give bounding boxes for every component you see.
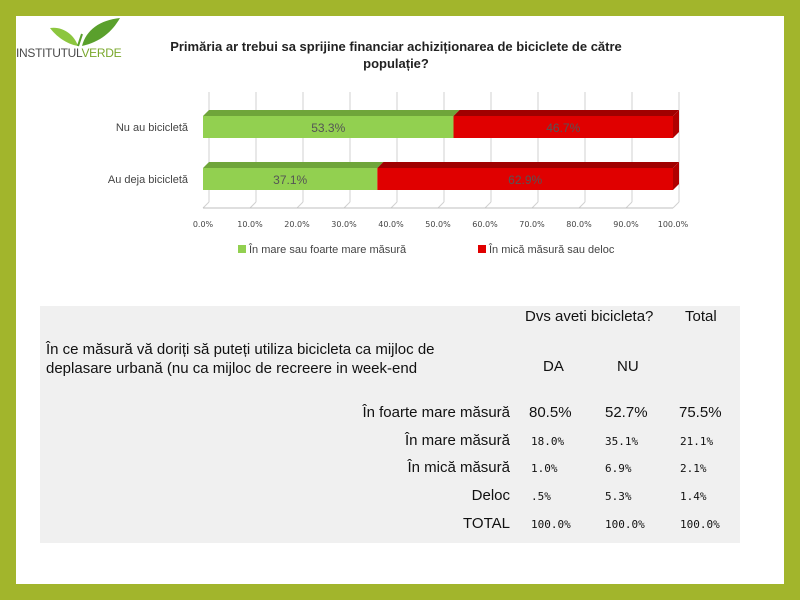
bar-segment [203, 116, 454, 138]
legend-label: În mică măsură sau deloc [488, 243, 615, 256]
logo-text: INSTITUTULVERDE [16, 46, 122, 60]
logo: INSTITUTULVERDE [16, 16, 126, 68]
x-tick-label: 20.0% [284, 220, 310, 229]
cell-nu: 35.1% [605, 435, 639, 448]
cell-da: .5% [531, 490, 551, 503]
col-da: DA [543, 358, 564, 375]
x-tick-label: 50.0% [425, 220, 451, 229]
y-category-label: Au deja bicicletă [108, 174, 189, 186]
cell-total: 1.4% [680, 490, 707, 503]
data-label: 37.1% [273, 173, 307, 187]
cell-total: 75.5% [679, 404, 722, 421]
row-label: În foarte mare măsură [362, 404, 510, 421]
bar-top-face [203, 110, 460, 116]
cell-nu: 5.3% [605, 490, 632, 503]
slide: INSTITUTULVERDE Primăria ar trebui sa sp… [16, 16, 784, 584]
col-nu: NU [617, 358, 639, 375]
bar-top-face [453, 110, 679, 116]
cell-total: 2.1% [680, 462, 707, 475]
legend-swatch [478, 245, 486, 253]
row-label: În mică măsură [407, 459, 510, 476]
bar-segment [377, 168, 673, 190]
gridline-depth [249, 201, 257, 209]
gridline-depth [484, 201, 492, 209]
chart-title: Primăria ar trebui sa sprijine financiar… [170, 39, 622, 71]
data-label: 46.7% [546, 121, 580, 135]
bar-side-face [673, 162, 679, 190]
row-label: În mare măsură [404, 432, 510, 449]
logo-text-left: INSTITUTUL [16, 46, 82, 60]
cell-total: 100.0% [680, 518, 720, 531]
x-tick-label: 30.0% [331, 220, 357, 229]
cell-da: 18.0% [531, 435, 565, 448]
gridline-depth [625, 201, 633, 209]
bar-segment [203, 168, 378, 190]
header-group: Dvs aveti bicicleta? [525, 308, 654, 325]
logo-text-right: VERDE [81, 46, 122, 60]
gridline-depth [296, 201, 304, 209]
x-tick-label: 60.0% [472, 220, 498, 229]
cell-da: 100.0% [531, 518, 571, 531]
gridline-depth [437, 201, 445, 209]
header-total: Total [685, 308, 717, 325]
y-category-label: Nu au bicicletă [116, 122, 189, 134]
x-tick-label: 70.0% [519, 220, 545, 229]
leaf-icon [50, 18, 120, 47]
data-label: 62.9% [508, 173, 542, 187]
row-label: Deloc [471, 487, 510, 504]
x-tick-label: 80.0% [566, 220, 592, 229]
x-tick-label: 40.0% [378, 220, 404, 229]
data-label: 53.3% [311, 121, 345, 135]
bar-side-face [673, 110, 679, 138]
cell-nu: 52.7% [605, 404, 648, 421]
cell-nu: 6.9% [605, 462, 632, 475]
bar-top-face [203, 162, 384, 168]
cell-total: 21.1% [680, 435, 714, 448]
legend-swatch [238, 245, 246, 253]
gridline-depth [390, 201, 398, 209]
row-label: TOTAL [463, 515, 510, 532]
gridline-depth [202, 201, 210, 209]
bar-top-face [377, 162, 679, 168]
legend-label: În mare sau foarte mare măsură [248, 243, 407, 256]
cell-da: 80.5% [529, 404, 572, 421]
table-question: În ce măsură vă doriți să puteți utiliza… [46, 341, 435, 377]
stacked-bar-chart: 0.0% 10.0% 20.0% 30.0% 40.0% 50.0% 60.0% 70.0% 8… [108, 92, 689, 256]
crosstab-table: Dvs aveti bicicleta? Total În ce măsură … [40, 306, 740, 543]
x-tick-label: 90.0% [613, 220, 639, 229]
bar-segment [453, 116, 673, 138]
x-tick-label: 10.0% [237, 220, 263, 229]
x-tick-label: 0.0% [193, 220, 214, 229]
cell-nu: 100.0% [605, 518, 645, 531]
x-tick-label: 100.0% [658, 220, 689, 229]
gridline-depth [343, 201, 351, 209]
gridline-depth [672, 201, 680, 209]
gridline-depth [531, 201, 539, 209]
gridline-depth [578, 201, 586, 209]
cell-da: 1.0% [531, 462, 558, 475]
